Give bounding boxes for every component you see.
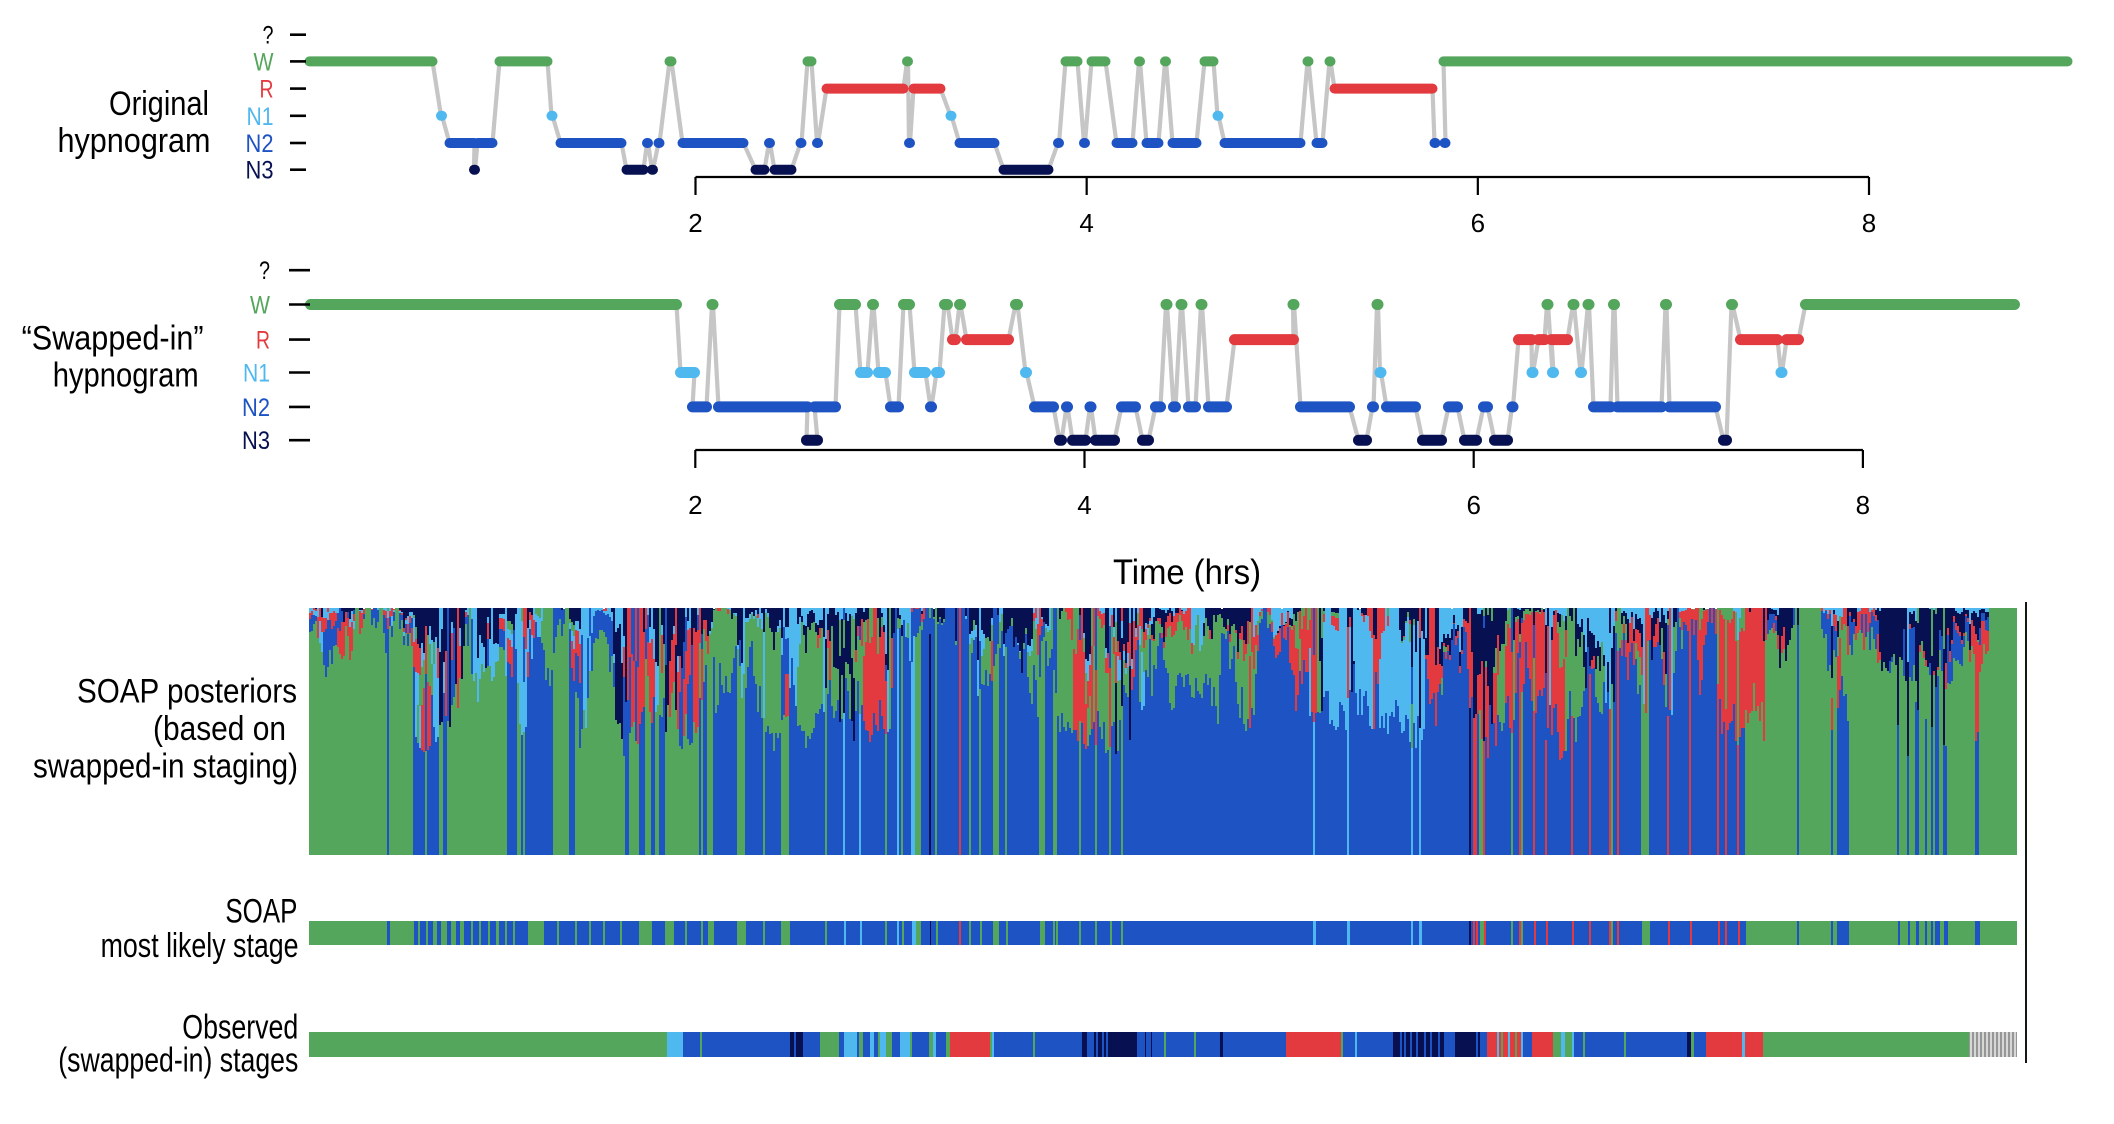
svg-text:R: R <box>256 327 270 355</box>
svg-text:Time (hrs): Time (hrs) <box>1113 553 1261 592</box>
svg-text:hypnogram: hypnogram <box>58 122 211 160</box>
svg-text:SOAP: SOAP <box>225 893 297 931</box>
svg-text:swapped-in staging): swapped-in staging) <box>33 748 298 786</box>
svg-text:4: 4 <box>1079 208 1093 238</box>
svg-text:?: ? <box>263 22 274 50</box>
svg-text:8: 8 <box>1856 490 1870 520</box>
svg-text:“Swapped-in”: “Swapped-in” <box>22 319 204 357</box>
svg-text:most likely stage: most likely stage <box>101 927 299 965</box>
svg-text:Original: Original <box>109 85 209 123</box>
svg-text:N3: N3 <box>246 157 274 185</box>
svg-text:hypnogram: hypnogram <box>53 357 199 395</box>
svg-text:N1: N1 <box>243 360 270 388</box>
svg-text:6: 6 <box>1471 208 1485 238</box>
svg-text:SOAP posteriors: SOAP posteriors <box>77 673 297 711</box>
svg-text:(based on: (based on <box>153 710 286 748</box>
svg-text:N2: N2 <box>242 394 270 422</box>
svg-text:Observed: Observed <box>182 1008 298 1046</box>
svg-text:W: W <box>254 48 274 76</box>
svg-text:(swapped-in) stages: (swapped-in) stages <box>58 1042 298 1080</box>
svg-text:N1: N1 <box>247 103 274 131</box>
svg-text:R: R <box>260 76 274 104</box>
svg-text:?: ? <box>259 257 270 285</box>
svg-text:2: 2 <box>688 490 702 520</box>
svg-text:N2: N2 <box>246 130 274 158</box>
svg-text:W: W <box>250 292 270 320</box>
svg-text:N3: N3 <box>242 427 270 455</box>
svg-text:8: 8 <box>1862 208 1876 238</box>
svg-text:2: 2 <box>688 208 702 238</box>
svg-text:4: 4 <box>1077 490 1091 520</box>
svg-text:6: 6 <box>1466 490 1480 520</box>
